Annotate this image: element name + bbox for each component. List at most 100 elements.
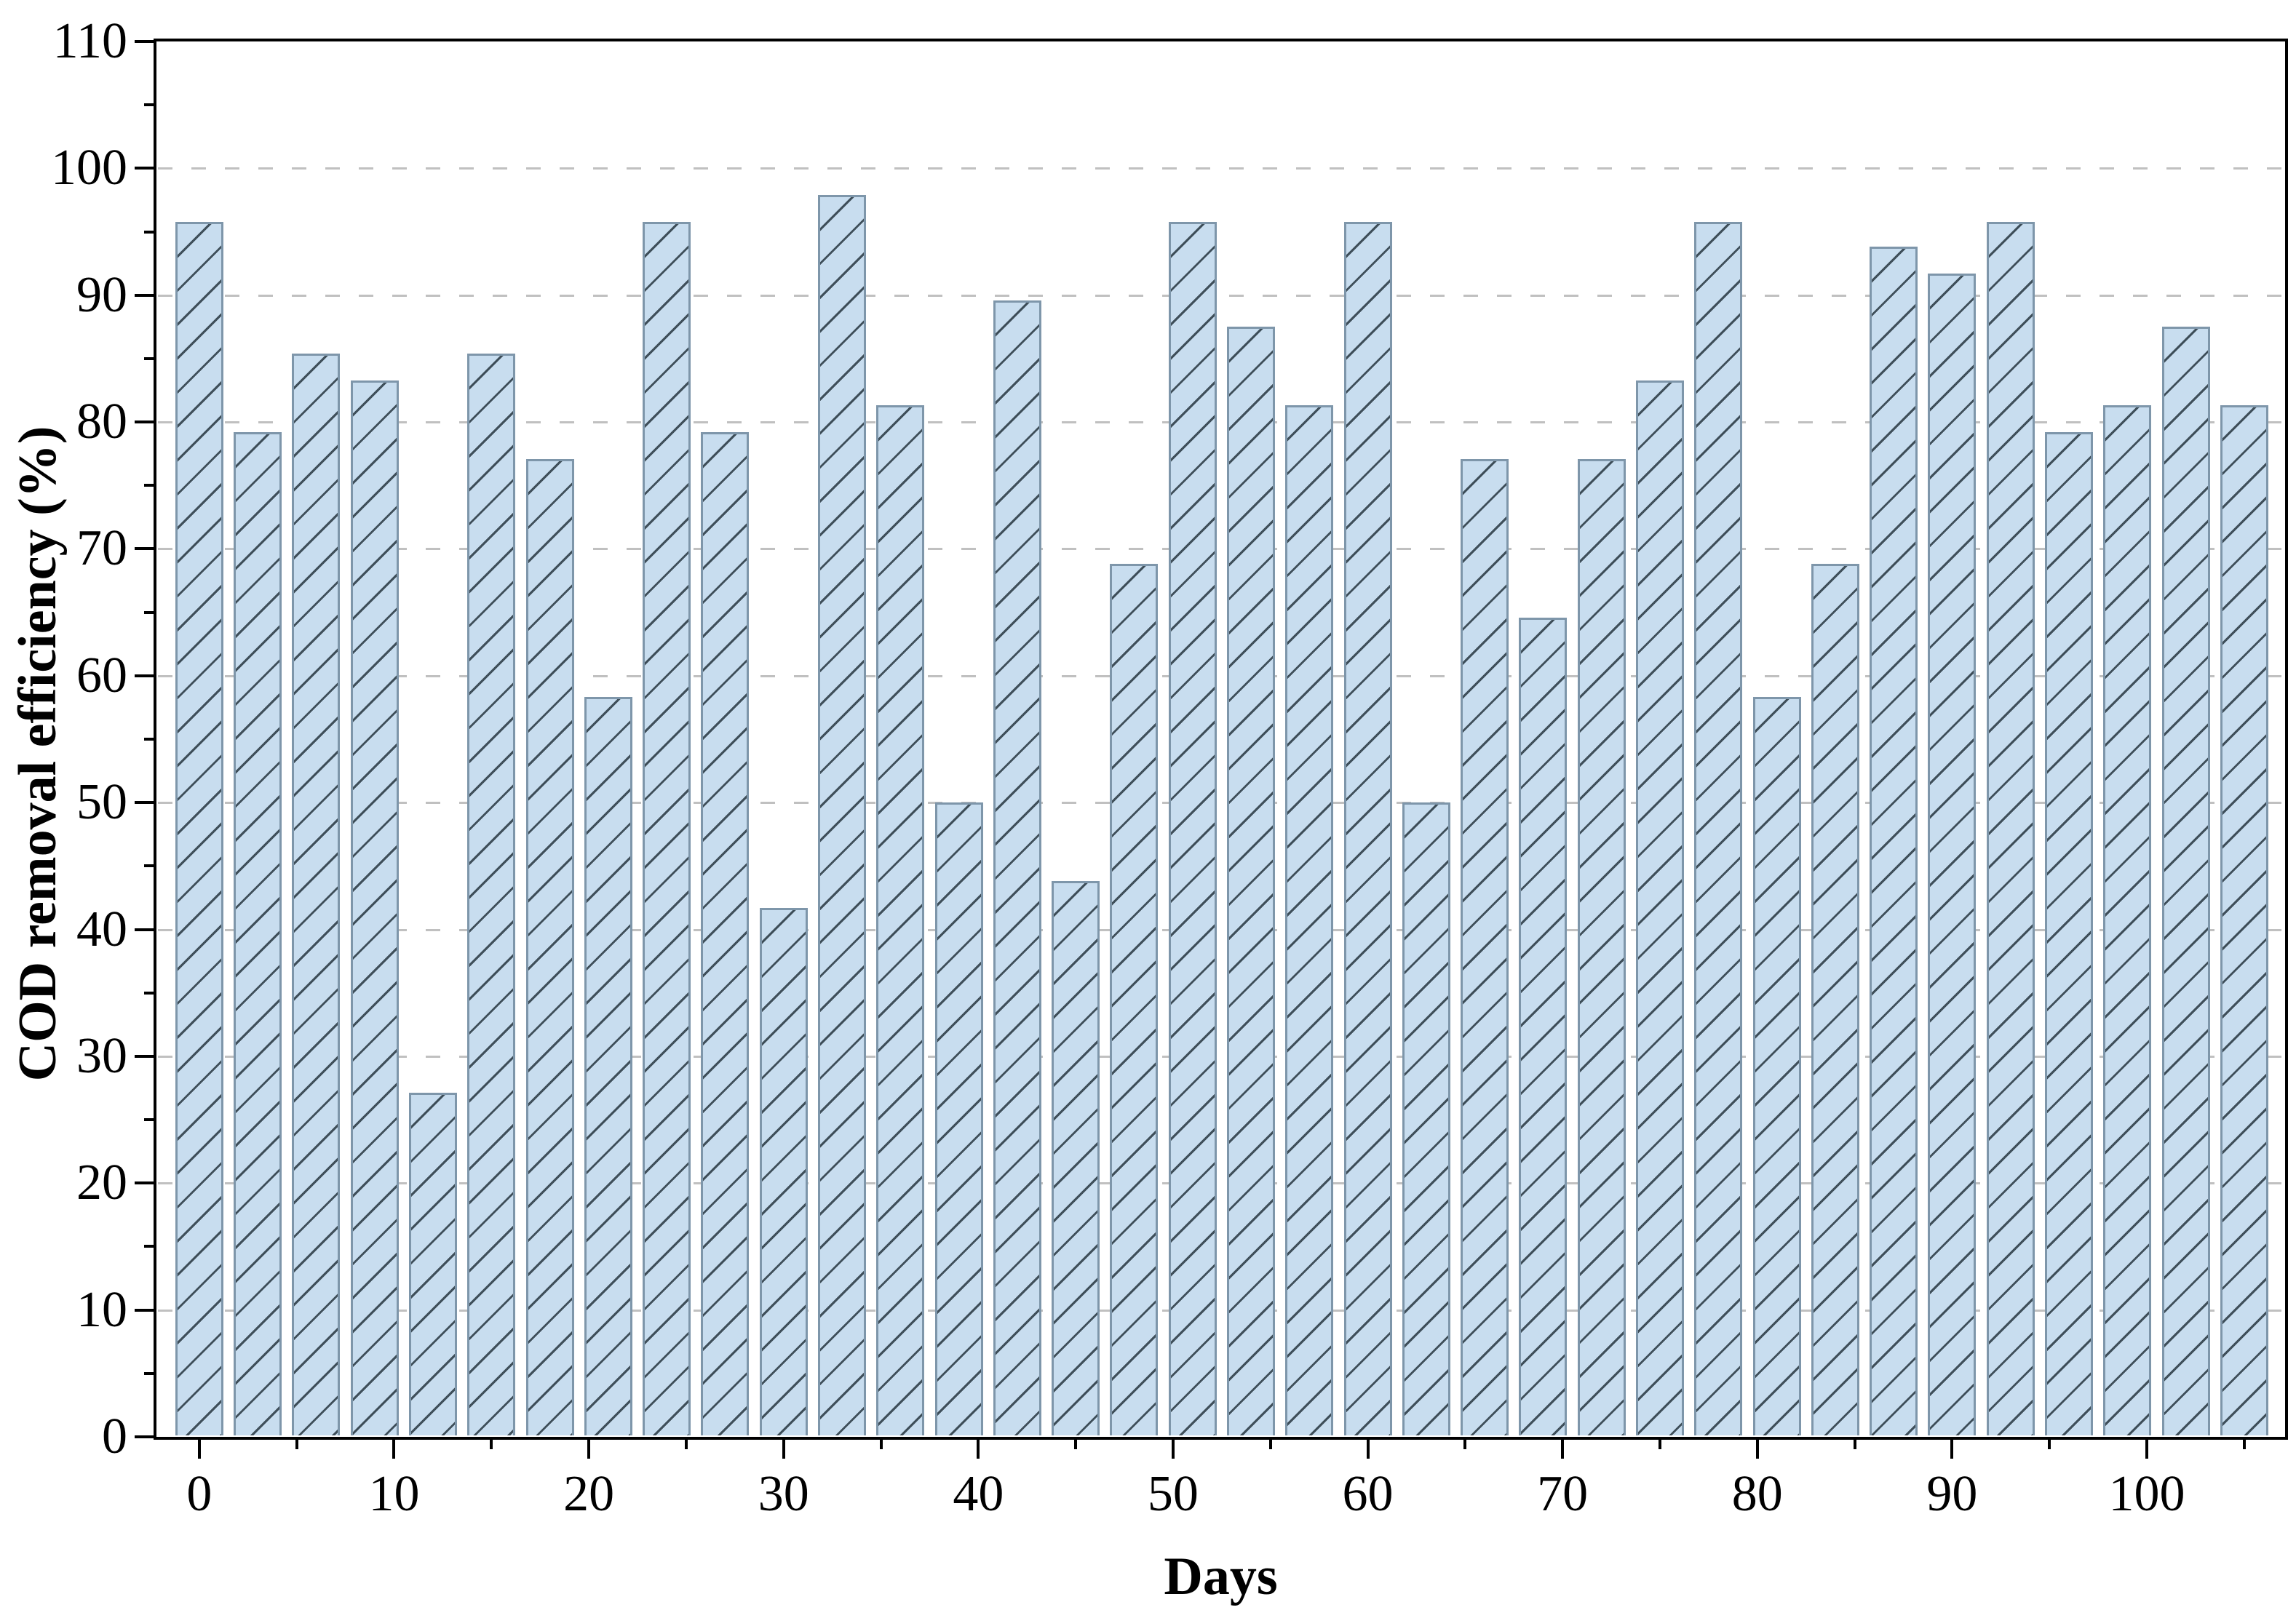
x-major-tick <box>392 1440 396 1459</box>
y-tick-label: 70 <box>76 520 127 577</box>
y-minor-tick <box>144 103 154 107</box>
y-major-tick <box>135 293 154 297</box>
bar <box>935 802 983 1435</box>
y-gridline <box>158 548 2284 551</box>
bar <box>643 222 691 1435</box>
bar <box>175 222 223 1435</box>
y-minor-tick <box>144 738 154 741</box>
bar <box>467 354 515 1435</box>
y-major-tick <box>135 1308 154 1312</box>
y-gridline <box>158 928 2284 931</box>
y-major-tick <box>135 547 154 551</box>
y-gridline <box>158 1182 2284 1185</box>
bar <box>1928 274 1976 1435</box>
bar <box>1578 459 1626 1435</box>
bar <box>1636 380 1684 1435</box>
y-minor-tick <box>144 991 154 995</box>
bar <box>1169 222 1217 1435</box>
x-minor-tick <box>2048 1440 2051 1449</box>
y-minor-tick <box>144 864 154 868</box>
x-major-tick <box>1171 1440 1175 1459</box>
x-major-tick <box>977 1440 980 1459</box>
x-tick-label: 80 <box>1731 1466 1783 1522</box>
y-tick-label: 80 <box>76 394 127 450</box>
bar <box>818 195 866 1435</box>
bar <box>1811 564 1859 1435</box>
x-major-tick <box>782 1440 785 1459</box>
bar <box>760 908 808 1435</box>
bar <box>876 405 924 1435</box>
bar <box>1227 327 1275 1435</box>
y-gridline <box>158 802 2284 805</box>
y-major-tick <box>135 167 154 170</box>
y-tick-label: 50 <box>76 774 127 831</box>
y-minor-tick <box>144 230 154 234</box>
x-axis-title: Days <box>1164 1547 1278 1606</box>
y-major-tick <box>135 1435 154 1438</box>
bar <box>1402 802 1450 1435</box>
x-minor-tick <box>1268 1440 1272 1449</box>
x-major-tick <box>2145 1440 2148 1459</box>
x-minor-tick <box>684 1440 688 1449</box>
y-minor-tick <box>144 610 154 614</box>
x-major-tick <box>1561 1440 1565 1459</box>
y-tick-label: 40 <box>76 901 127 957</box>
bar <box>409 1093 457 1435</box>
x-major-tick <box>1366 1440 1370 1459</box>
x-tick-label: 70 <box>1537 1466 1589 1522</box>
x-major-tick <box>1755 1440 1759 1459</box>
y-axis-title: COD removal efficiency (%) <box>8 426 68 1082</box>
x-minor-tick <box>490 1440 493 1449</box>
bar <box>1694 222 1742 1435</box>
x-tick-label: 100 <box>2108 1466 2185 1522</box>
y-minor-tick <box>144 1371 154 1375</box>
x-minor-tick <box>1658 1440 1661 1449</box>
x-tick-label: 50 <box>1147 1466 1199 1522</box>
y-tick-label: 110 <box>52 13 127 69</box>
y-tick-label: 90 <box>76 266 127 323</box>
bar <box>351 380 399 1435</box>
y-major-tick <box>135 928 154 931</box>
y-minor-tick <box>144 1245 154 1248</box>
x-tick-label: 60 <box>1342 1466 1394 1522</box>
y-major-tick <box>135 421 154 424</box>
x-tick-label: 10 <box>368 1466 420 1522</box>
y-tick-label: 60 <box>76 647 127 704</box>
x-tick-label: 40 <box>953 1466 1004 1522</box>
y-tick-label: 0 <box>102 1408 127 1464</box>
bar <box>1344 222 1392 1435</box>
bar <box>701 432 749 1435</box>
y-gridline <box>158 674 2284 677</box>
y-major-tick <box>135 1181 154 1185</box>
x-major-tick <box>1950 1440 1954 1459</box>
y-major-tick <box>135 40 154 43</box>
bar <box>2220 405 2268 1435</box>
bar <box>1753 697 1801 1435</box>
y-major-tick <box>135 801 154 805</box>
y-tick-label: 100 <box>51 140 127 196</box>
x-minor-tick <box>1463 1440 1467 1449</box>
bar <box>1987 222 2035 1435</box>
x-minor-tick <box>2242 1440 2246 1449</box>
x-tick-label: 0 <box>186 1466 212 1522</box>
bar <box>1519 618 1567 1435</box>
x-tick-label: 30 <box>758 1466 809 1522</box>
y-gridline <box>158 421 2284 424</box>
x-minor-tick <box>1853 1440 1856 1449</box>
bar <box>993 300 1041 1435</box>
y-tick-label: 30 <box>76 1027 127 1084</box>
y-gridline <box>158 1055 2284 1058</box>
y-tick-label: 20 <box>76 1155 127 1211</box>
bar <box>292 354 340 1435</box>
x-major-tick <box>587 1440 591 1459</box>
bar <box>2103 405 2151 1435</box>
x-tick-label: 90 <box>1926 1466 1978 1522</box>
y-minor-tick <box>144 484 154 487</box>
bar <box>2162 327 2210 1435</box>
bar <box>1870 247 1918 1435</box>
x-minor-tick <box>1074 1440 1078 1449</box>
x-minor-tick <box>295 1440 298 1449</box>
bar <box>1052 881 1100 1435</box>
y-major-tick <box>135 1054 154 1058</box>
